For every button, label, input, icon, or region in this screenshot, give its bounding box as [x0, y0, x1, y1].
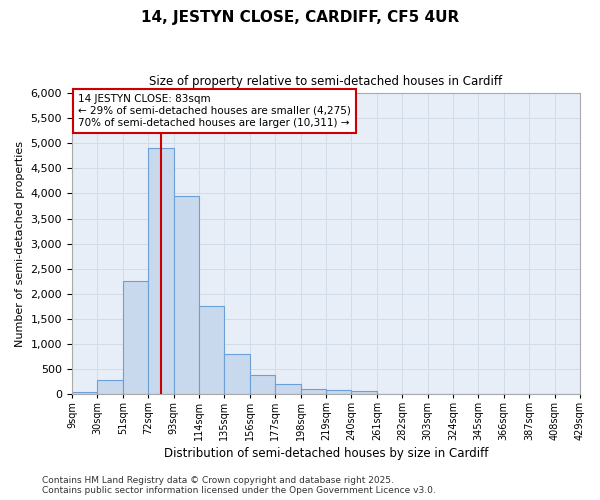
Bar: [173, 196, 199, 394]
Bar: [148, 148, 173, 394]
Bar: [97, 380, 123, 394]
Text: 14, JESTYN CLOSE, CARDIFF, CF5 4UR: 14, JESTYN CLOSE, CARDIFF, CF5 4UR: [141, 10, 459, 25]
X-axis label: Distribution of semi-detached houses by size in Cardiff: Distribution of semi-detached houses by …: [164, 447, 488, 460]
Y-axis label: Number of semi-detached properties: Number of semi-detached properties: [15, 140, 25, 346]
Bar: [123, 281, 148, 394]
Text: Contains HM Land Registry data © Crown copyright and database right 2025.
Contai: Contains HM Land Registry data © Crown c…: [42, 476, 436, 495]
Bar: [326, 390, 352, 394]
Bar: [224, 354, 250, 394]
Bar: [352, 391, 377, 394]
Title: Size of property relative to semi-detached houses in Cardiff: Size of property relative to semi-detach…: [149, 75, 503, 88]
Bar: [250, 375, 275, 394]
Bar: [72, 392, 97, 394]
Bar: [301, 388, 326, 394]
Bar: [199, 306, 224, 394]
Bar: [275, 384, 301, 394]
Text: 14 JESTYN CLOSE: 83sqm
← 29% of semi-detached houses are smaller (4,275)
70% of : 14 JESTYN CLOSE: 83sqm ← 29% of semi-det…: [78, 94, 351, 128]
